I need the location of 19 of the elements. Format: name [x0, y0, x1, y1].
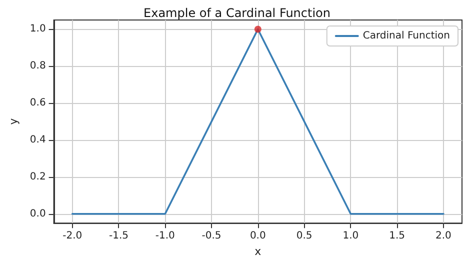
x-tick-label: -1.5 [108, 230, 128, 242]
chart-title: Example of a Cardinal Function [144, 6, 330, 20]
y-tick-label: 0.2 [30, 171, 46, 182]
x-tick-label: 0.0 [250, 230, 266, 242]
y-tick-label: 0.6 [30, 98, 46, 109]
x-tick-label: -2.0 [62, 230, 82, 242]
y-tick-label: 0.4 [30, 134, 46, 146]
y-tick-label: 1.0 [30, 24, 46, 35]
legend-label: Cardinal Function [362, 30, 450, 42]
y-axis-title: y [7, 118, 20, 125]
x-tick-label: 1.0 [342, 230, 359, 242]
x-axis-title: x [254, 245, 262, 258]
y-tick-label: 0.8 [30, 60, 46, 72]
x-tick-label: 2.0 [435, 230, 452, 242]
x-tick-label: 0.5 [296, 230, 312, 242]
x-tick-label: 1.5 [389, 230, 406, 242]
x-tick-label: -1.0 [155, 230, 175, 242]
y-tick-label: 0.0 [30, 208, 46, 220]
x-tick-label: -0.5 [202, 230, 222, 242]
